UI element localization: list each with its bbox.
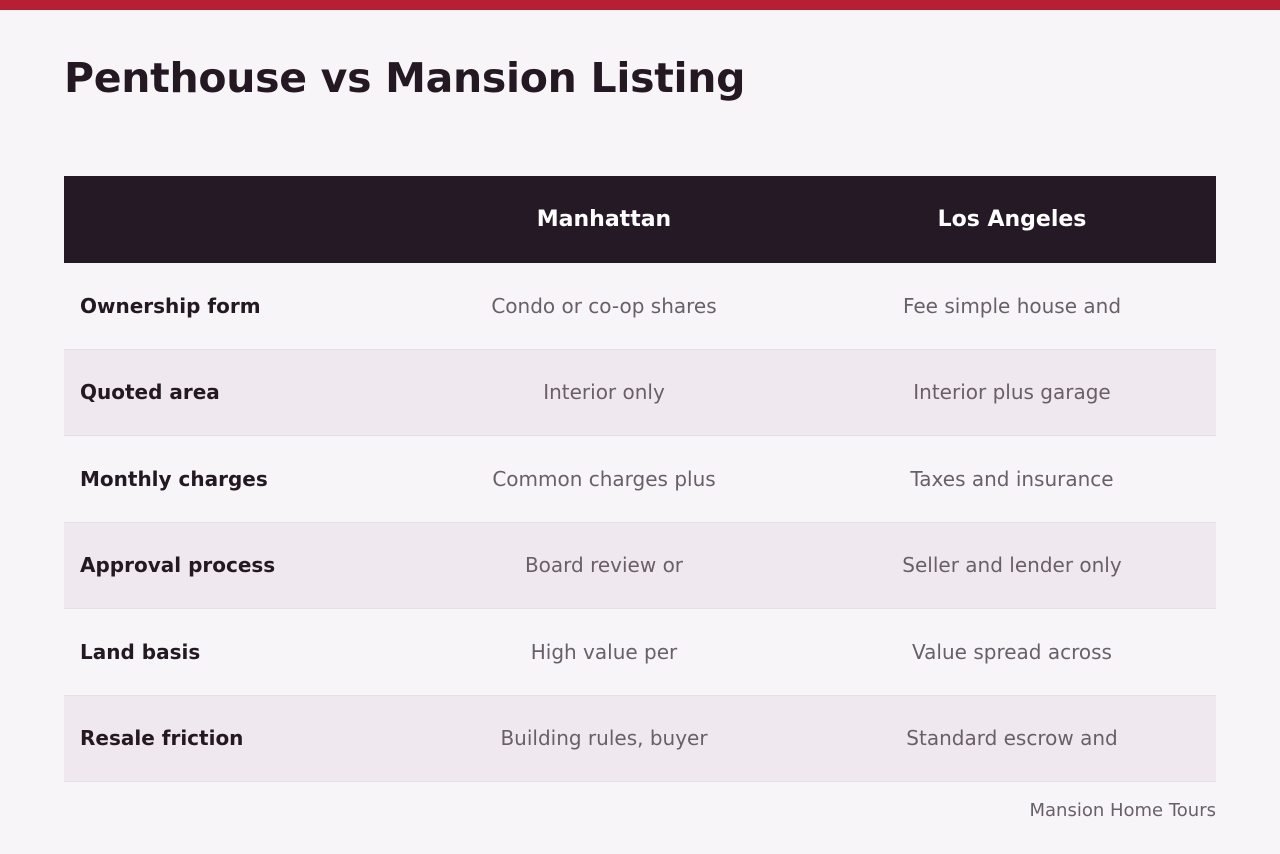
table-row: Quoted area Interior only Interior plus … bbox=[64, 349, 1216, 436]
cell-manhattan: High value per bbox=[530, 639, 678, 664]
cell-manhattan: Interior only bbox=[543, 380, 665, 405]
cell-manhattan: Common charges plus bbox=[492, 466, 716, 491]
table-row: Resale friction Building rules, buyer St… bbox=[64, 695, 1216, 782]
header-los-angeles: Los Angeles bbox=[937, 207, 1087, 232]
page-title: Penthouse vs Mansion Listing bbox=[64, 54, 746, 102]
footer-credit: Mansion Home Tours bbox=[1029, 800, 1216, 821]
table-row: Land basis High value per Value spread a… bbox=[64, 609, 1216, 696]
accent-bar bbox=[0, 0, 1280, 10]
cell-los-angeles: Fee simple house and bbox=[902, 293, 1122, 318]
row-label: Ownership form bbox=[80, 293, 261, 318]
comparison-table: Manhattan Los Angeles Ownership form Con… bbox=[64, 176, 1216, 782]
cell-los-angeles: Value spread across bbox=[912, 639, 1112, 664]
table-row: Ownership form Condo or co-op shares Fee… bbox=[64, 263, 1216, 350]
cell-los-angeles: Taxes and insurance bbox=[910, 466, 1114, 491]
row-label: Land basis bbox=[80, 639, 201, 664]
row-label: Resale friction bbox=[80, 726, 244, 751]
table-row: Monthly charges Common charges plus Taxe… bbox=[64, 436, 1216, 523]
row-label: Monthly charges bbox=[80, 466, 268, 491]
cell-los-angeles: Interior plus garage bbox=[913, 380, 1111, 405]
cell-manhattan: Board review or bbox=[524, 553, 684, 578]
row-label: Quoted area bbox=[80, 380, 220, 405]
cell-manhattan: Condo or co-op shares bbox=[491, 293, 717, 318]
table-row: Approval process Board review or Seller … bbox=[64, 522, 1216, 609]
cell-los-angeles: Seller and lender only bbox=[902, 553, 1122, 578]
row-label: Approval process bbox=[80, 553, 276, 578]
table-header: Manhattan Los Angeles bbox=[64, 176, 1216, 263]
cell-manhattan: Building rules, buyer bbox=[500, 726, 708, 751]
cell-los-angeles: Standard escrow and bbox=[906, 726, 1118, 751]
header-manhattan: Manhattan bbox=[536, 207, 672, 232]
